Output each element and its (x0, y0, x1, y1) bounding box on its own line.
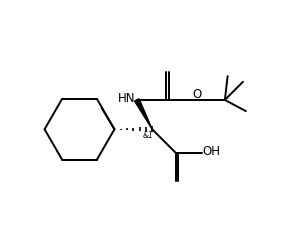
Polygon shape (135, 99, 152, 129)
Text: O: O (192, 88, 202, 101)
Text: OH: OH (202, 145, 220, 158)
Text: &1: &1 (142, 131, 153, 140)
Text: HN: HN (117, 92, 135, 105)
